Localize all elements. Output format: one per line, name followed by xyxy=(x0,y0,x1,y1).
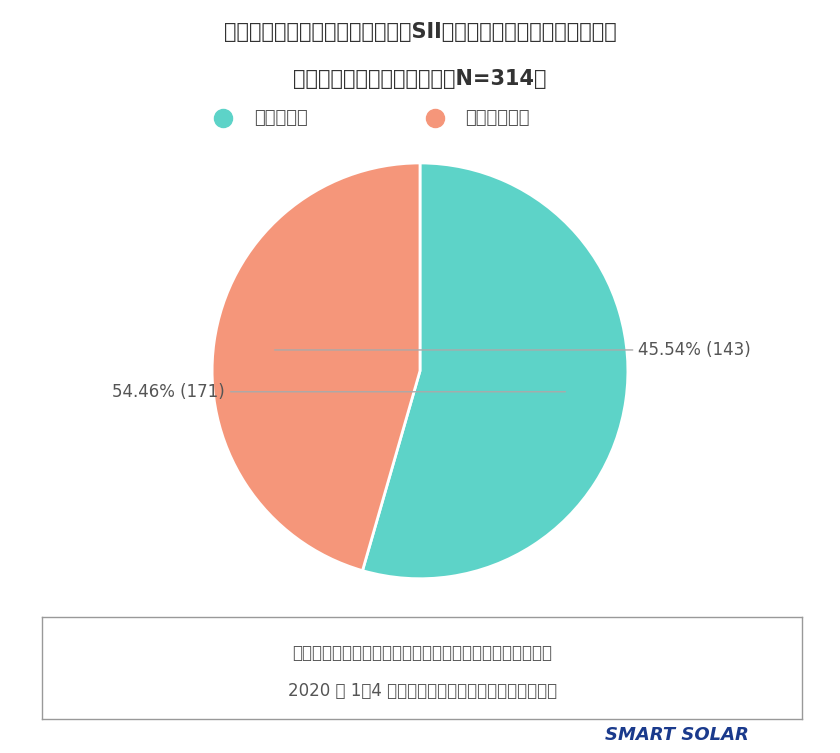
Text: 2020 年 1～4 月に行った当社アンケート結果より。: 2020 年 1～4 月に行った当社アンケート結果より。 xyxy=(287,681,557,700)
Text: 知っていた: 知っていた xyxy=(254,109,307,127)
Text: 知らなかった: 知らなかった xyxy=(465,109,530,127)
Text: 45.54% (143): 45.54% (143) xyxy=(275,341,751,359)
Wedge shape xyxy=(213,163,420,571)
Text: 家庭用蓄電システムの導入に国（SII）や地方自治体の補助金制度が: 家庭用蓄電システムの導入に国（SII）や地方自治体の補助金制度が xyxy=(223,22,617,41)
Text: あるのをご存知でしたか？（N=314）: あるのをご存知でしたか？（N=314） xyxy=(293,69,547,89)
Text: 54.46% (171): 54.46% (171) xyxy=(113,383,565,401)
Text: SMART SOLAR: SMART SOLAR xyxy=(605,726,748,744)
Text: 当社が太陽光発電システムを設置されているお客様向けに: 当社が太陽光発電システムを設置されているお客様向けに xyxy=(292,644,552,662)
Wedge shape xyxy=(363,163,627,579)
